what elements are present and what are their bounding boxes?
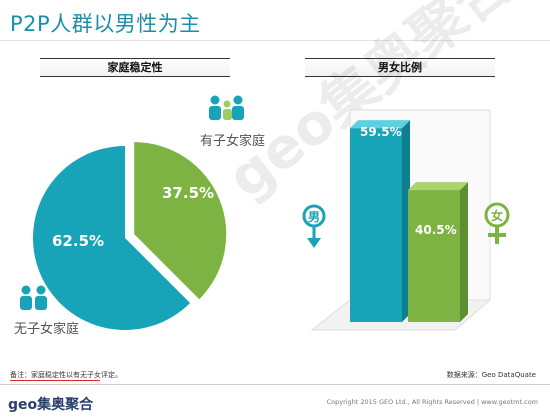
bar-top-face	[408, 182, 468, 191]
pie-value-label-no-children: 62.5%	[52, 232, 105, 250]
bar-female	[408, 182, 468, 322]
footnote-underline	[10, 380, 100, 381]
female-symbol-icon: 女	[484, 202, 510, 244]
bar-male	[350, 120, 410, 322]
bar-front-face	[408, 190, 460, 322]
bar-top-face	[350, 120, 410, 129]
title-divider	[0, 40, 550, 41]
bar-value-label-male: 59.5%	[360, 125, 402, 139]
footer-divider	[0, 384, 550, 385]
pie-value-label-with-children: 37.5%	[162, 184, 215, 202]
bar-chart-title: 男女比例	[305, 58, 495, 77]
footnote: 备注：家庭稳定性以有无子女评定。	[10, 371, 122, 379]
copyright-text: Copyright 2015 GEO Ltd., All Rights Rese…	[326, 398, 538, 406]
bar-side-face	[460, 182, 468, 322]
family-with-child-icon	[209, 95, 244, 120]
male-symbol-icon: 男	[302, 204, 326, 248]
pie-slice-with-children	[134, 142, 227, 300]
svg-text:女: 女	[491, 208, 503, 223]
pie-chart-title: 家庭稳定性	[40, 58, 230, 77]
footer-logo: geo集奥聚合	[8, 397, 94, 413]
segment-label-with-children: 有子女家庭	[200, 134, 266, 149]
segment-label-no-children: 无子女家庭	[14, 322, 80, 337]
svg-text:男: 男	[308, 210, 320, 224]
page-title: P2P人群以男性为主	[10, 12, 201, 36]
bar-front-face	[350, 128, 402, 322]
pie-slice-no-children	[33, 146, 191, 330]
couple-icon	[20, 285, 47, 310]
data-source: 数据来源：Geo DataQuate	[446, 371, 536, 379]
bar-value-label-female: 40.5%	[415, 223, 457, 237]
